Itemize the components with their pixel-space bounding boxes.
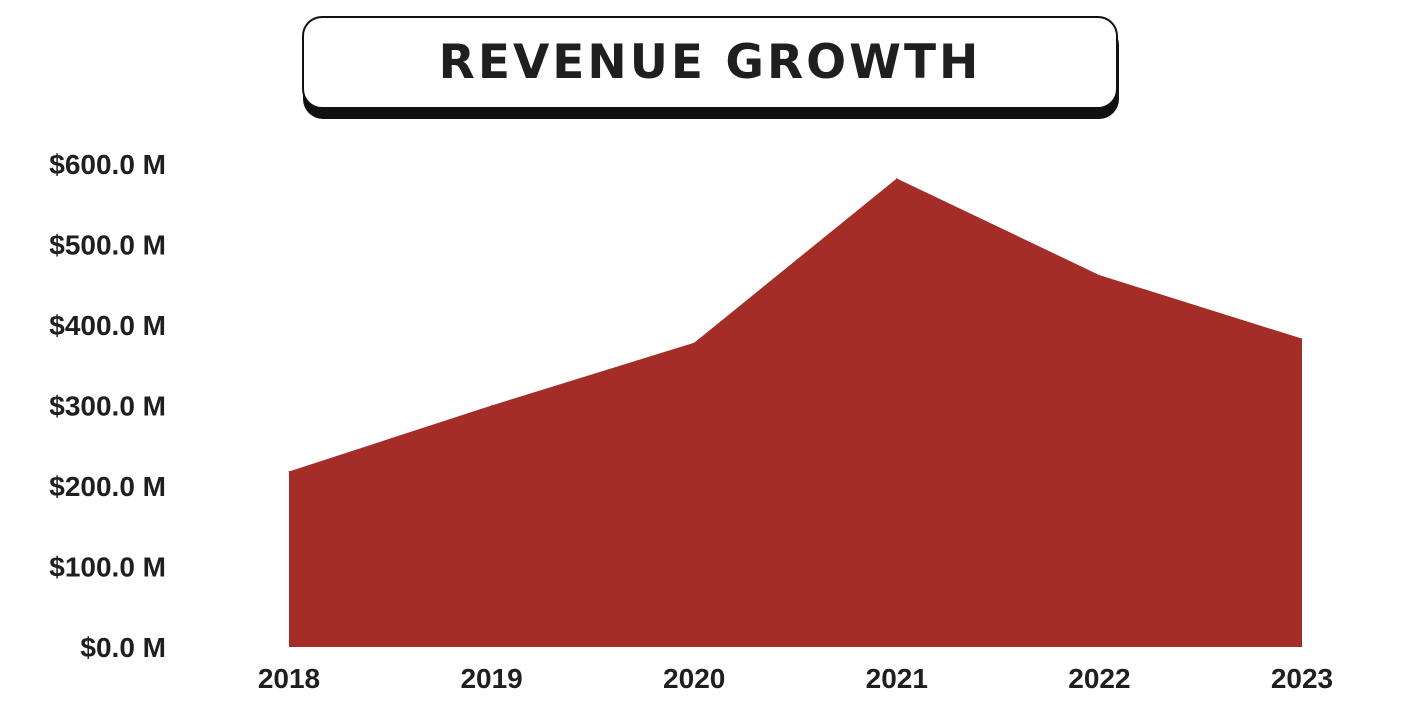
x-tick-label: 2018 <box>258 663 320 694</box>
x-tick-label: 2019 <box>460 663 522 694</box>
x-axis: 2018 2019 2020 2021 2022 2023 <box>258 663 1333 694</box>
x-tick-label: 2023 <box>1271 663 1333 694</box>
y-tick-label: $600.0 M <box>49 149 166 180</box>
y-tick-label: $300.0 M <box>49 391 166 422</box>
data-point-2021 <box>896 177 898 179</box>
y-tick-label: $500.0 M <box>49 230 166 261</box>
data-point-2020 <box>693 342 695 344</box>
data-point-2022 <box>1098 274 1100 276</box>
chart-title-box: REVENUE GROWTH <box>302 16 1118 109</box>
data-point-2019 <box>491 405 493 406</box>
data-point-2023 <box>1301 338 1303 340</box>
revenue-area <box>289 178 1302 648</box>
y-tick-label: $100.0 M <box>49 552 166 583</box>
x-tick-label: 2021 <box>866 663 928 694</box>
x-tick-label: 2022 <box>1068 663 1130 694</box>
y-axis: $0.0 M $100.0 M $200.0 M $300.0 M $400.0 M $5… <box>49 149 166 663</box>
data-point-2018 <box>288 471 290 473</box>
y-tick-label: $0.0 M <box>80 632 166 663</box>
y-tick-label: $200.0 M <box>49 471 166 502</box>
chart-title: REVENUE GROWTH <box>438 35 982 90</box>
y-tick-label: $400.0 M <box>49 310 166 341</box>
plot-area <box>288 177 1303 648</box>
x-tick-label: 2020 <box>663 663 725 694</box>
